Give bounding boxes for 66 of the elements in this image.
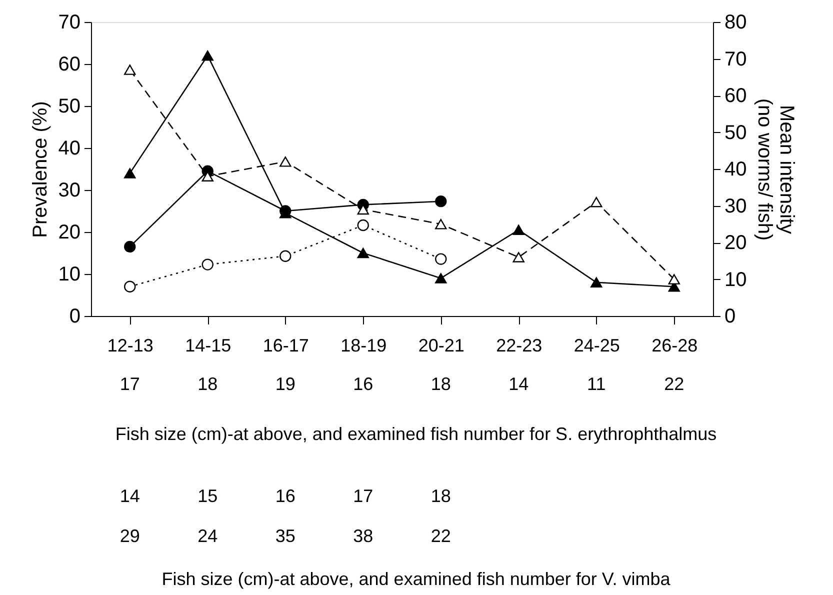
text: 38 [353,526,374,546]
point [357,219,369,232]
text: 18 [198,374,218,394]
point [124,280,136,292]
text: 16 [275,486,296,506]
x-tick-label: 22-23 [496,336,542,356]
y2-tick-label: 50 [724,122,747,144]
point [590,277,602,288]
point [435,196,447,208]
point [357,248,369,258]
x-tick-label: 16-17 [262,336,309,356]
text: 16 [353,374,374,394]
x-tick-label: 18-19 [340,336,387,356]
point [280,250,292,262]
text: 19 [275,374,296,394]
text: 11 [587,374,606,394]
point [668,274,680,284]
text: 14 [120,486,140,506]
y-tick-label: 50 [58,96,80,118]
y2-tick-label: 40 [724,158,747,180]
point [124,240,136,253]
y-tick-label: 0 [69,306,80,328]
y2-tick-label: 60 [724,85,747,107]
x-tick-label: 26-28 [652,336,698,356]
point [512,224,524,236]
point [202,50,214,61]
x-tick-label: 14-15 [185,336,232,356]
text: 14 [508,374,529,394]
point [590,196,602,208]
point [512,252,524,262]
point [124,64,136,75]
y-tick-label: 30 [58,180,80,202]
point [202,258,214,270]
y2-tick-label: 10 [724,268,747,291]
y2-tick-label: 0 [724,306,736,328]
y-tick-label: 40 [58,138,80,160]
point [435,218,447,230]
y-axis-title: Prevalence (%) [29,101,52,238]
point [435,273,447,284]
point [280,156,292,167]
text: Fish size (cm)-at above, and examined fish number for V. vimba [162,569,672,589]
text: 24 [198,526,218,546]
y-tick-label: 70 [58,12,80,34]
text: 35 [275,526,296,546]
text: 22 [430,526,451,546]
x-axis-title: Fish size (cm)-at above, and examined fish number for S. erythrophthalmus [115,424,717,444]
text: 22 [664,374,684,394]
y-tick-label: 60 [58,54,80,76]
y2-tick-label: 20 [724,232,747,254]
x-tick-label: 24-25 [574,336,620,356]
x-tick-label: 20-21 [418,336,464,356]
y-tick-label: 20 [58,222,80,244]
text: 18 [430,374,451,394]
point [124,168,136,178]
text: 17 [120,374,140,394]
text: 17 [353,486,374,506]
y-tick-label: 10 [58,264,80,286]
x-tick-label: 12-13 [107,336,154,356]
y2-tick-label: 80 [724,12,747,34]
text: 29 [120,526,140,546]
point [435,253,447,265]
y2-axis-title: Mean intensity (no worms/ fish) [754,98,798,241]
y2-tick-label: 70 [724,48,747,70]
y2-tick-label: 30 [724,195,747,218]
text: 15 [198,486,218,506]
text: 18 [430,486,451,506]
